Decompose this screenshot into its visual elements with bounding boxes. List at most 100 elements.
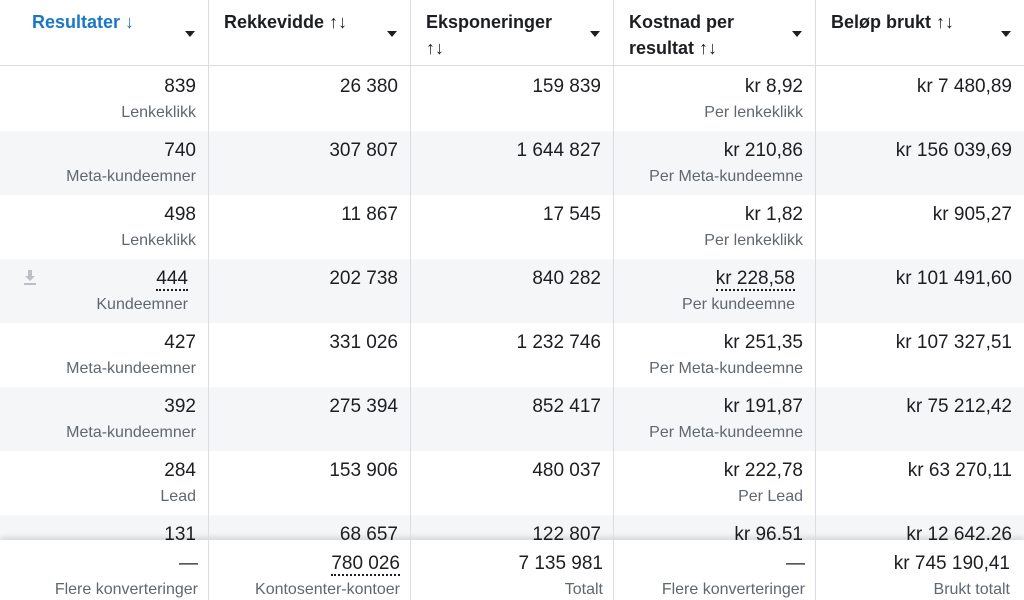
column-header[interactable]: Eksponeringer ↑↓ <box>410 0 613 66</box>
header-text: Resultater <box>32 12 126 32</box>
value-text: kr 75 212,42 <box>906 396 1012 417</box>
cell-subtitle: Lenkeklikk <box>121 232 196 249</box>
cell-subtitle: Lead <box>160 488 196 505</box>
cell-value: 444 <box>0 267 188 291</box>
total-text: — <box>179 553 198 574</box>
cell-value: kr 1,82 <box>613 203 803 227</box>
cell-value: 26 380 <box>208 75 398 99</box>
sort-icon[interactable]: ↑↓ <box>426 38 444 58</box>
cell-value: 122 807 <box>410 523 601 540</box>
column-header[interactable]: Rekkevidde ↑↓ <box>208 0 410 66</box>
cell-value: 840 282 <box>410 267 601 291</box>
dropdown-caret[interactable] <box>1001 31 1011 37</box>
sort-icon[interactable]: ↓ <box>125 12 135 32</box>
total-label: Totalt <box>564 581 603 598</box>
value-text: 392 <box>164 396 196 417</box>
header-text: Beløp brukt <box>831 12 937 32</box>
sort-icon[interactable]: ↑↓ <box>329 12 348 32</box>
row-bg <box>0 387 1024 451</box>
row-bg <box>0 259 1024 323</box>
cell-value: kr 12 642,26 <box>815 523 1012 540</box>
cell-subtitle: Per Meta-kundeemne <box>649 360 803 377</box>
dropdown-caret[interactable] <box>185 31 195 37</box>
header-label: Beløp brukt ↑↓ <box>831 9 980 35</box>
total-text: kr 745 190,41 <box>893 553 1010 574</box>
cell-value: 284 <box>0 459 196 483</box>
value-text: kr 1,82 <box>744 204 803 225</box>
cell-value: 392 <box>0 395 196 419</box>
cell-value: kr 75 212,42 <box>815 395 1012 419</box>
value-text: kr 905,27 <box>932 204 1012 225</box>
value-text: kr 101 491,60 <box>895 268 1012 289</box>
value-text: kr 7 480,89 <box>916 76 1012 97</box>
total-label: Flere konverteringer <box>54 581 198 598</box>
download-icon[interactable] <box>22 269 38 287</box>
cell-value: 17 545 <box>410 203 601 227</box>
sort-icon[interactable]: ↑↓ <box>699 38 718 58</box>
cell-value: 159 839 <box>410 75 601 99</box>
value-text: kr 8,92 <box>744 76 803 97</box>
cell-subtitle: Per kundeemne <box>682 296 795 313</box>
header-label: Resultater ↓ <box>32 9 180 35</box>
value-text[interactable]: 444 <box>156 268 188 291</box>
row-bg <box>0 323 1024 387</box>
cell-subtitle: Per lenkeklikk <box>704 232 803 249</box>
cell-value: kr 228,58 <box>613 267 795 291</box>
dropdown-caret[interactable] <box>590 31 600 37</box>
header-text: Rekkevidde <box>224 12 330 32</box>
cell-subtitle: Meta-kundeemner <box>66 168 196 185</box>
cell-value: kr 107 327,51 <box>815 331 1012 355</box>
value-text: 852 417 <box>532 396 601 417</box>
value-text: 284 <box>164 460 196 481</box>
total-value: — <box>0 552 198 576</box>
value-text: 498 <box>164 204 196 225</box>
cell-value: kr 63 270,11 <box>815 459 1012 483</box>
column-header[interactable]: Beløp brukt ↑↓ <box>815 0 1024 66</box>
row-bg <box>0 515 1024 540</box>
value-text: kr 156 039,69 <box>895 140 1012 161</box>
dropdown-caret[interactable] <box>387 31 397 37</box>
cell-value: 11 867 <box>208 203 398 227</box>
cell-value: 1 644 827 <box>410 139 601 163</box>
value-text: kr 107 327,51 <box>895 332 1012 353</box>
cell-value: kr 156 039,69 <box>815 139 1012 163</box>
cell-value: kr 222,78 <box>613 459 803 483</box>
table-footer: — Flere konverteringer 780 026 Kontosenter-… <box>0 540 1024 600</box>
cell-subtitle: Meta-kundeemner <box>66 424 196 441</box>
dropdown-caret[interactable] <box>792 31 802 37</box>
cell-value: 131 <box>0 523 196 540</box>
header-label: Rekkevidde ↑↓ <box>224 9 366 35</box>
value-text: 275 394 <box>329 396 398 417</box>
column-header[interactable]: Kostnad per resultat ↑↓ <box>613 0 815 66</box>
value-text: 159 839 <box>532 76 601 97</box>
sort-icon[interactable]: ↑↓ <box>936 12 955 32</box>
value-text: 480 037 <box>532 460 601 481</box>
value-text: 131 <box>164 524 196 540</box>
value-text: 307 807 <box>329 140 398 161</box>
cell-value: 480 037 <box>410 459 601 483</box>
value-text: kr 191,87 <box>723 396 803 417</box>
value-text: 840 282 <box>532 268 601 289</box>
value-text: 427 <box>164 332 196 353</box>
cell-value: kr 96,51 <box>613 523 803 540</box>
value-text[interactable]: kr 228,58 <box>715 268 795 291</box>
value-text: kr 96,51 <box>734 524 803 540</box>
value-text: 26 380 <box>339 76 398 97</box>
total-value: 780 026 <box>208 552 400 576</box>
cell-value: 68 657 <box>208 523 398 540</box>
column-header[interactable]: Resultater ↓ <box>0 0 208 66</box>
value-text: kr 63 270,11 <box>907 460 1012 481</box>
value-text: 740 <box>164 140 196 161</box>
column-divider <box>208 0 209 600</box>
value-text: 331 026 <box>329 332 398 353</box>
value-text: 122 807 <box>532 524 601 540</box>
cell-subtitle: Per Meta-kundeemne <box>649 168 803 185</box>
column-divider <box>410 0 411 600</box>
value-text: 839 <box>164 76 196 97</box>
value-text: 1 232 746 <box>516 332 601 353</box>
cell-value: 427 <box>0 331 196 355</box>
cell-value: 153 906 <box>208 459 398 483</box>
total-text[interactable]: 780 026 <box>331 553 400 576</box>
total-value: 7 135 981 <box>410 552 603 576</box>
